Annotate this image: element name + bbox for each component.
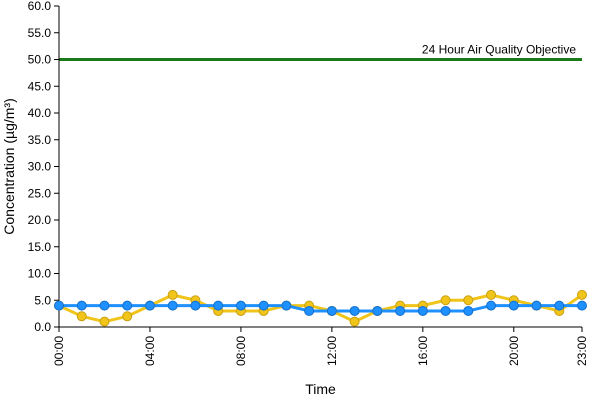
series-2-point — [167, 300, 178, 311]
series-1-point — [99, 316, 110, 327]
series-2-point — [349, 305, 360, 316]
series-1-point — [76, 311, 87, 322]
series-2-point — [372, 305, 383, 316]
series-2-point — [258, 300, 269, 311]
series-1-point — [122, 311, 133, 322]
series-2-point — [554, 300, 565, 311]
y-axis-title: Concentration (µg/m³) — [1, 98, 17, 234]
series-1-point — [349, 316, 360, 327]
series-1-point — [440, 295, 451, 306]
y-tick-label: 10.0 — [28, 267, 52, 281]
series-1-point — [167, 289, 178, 300]
label-layer: 0.0 5.0 10.0 15.0 20.0 25.0 30.0 35.0 40.0 45.0 50… — [28, 0, 589, 366]
x-tick-label: 04:00 — [143, 336, 157, 366]
series-2-point — [122, 300, 133, 311]
y-tick-label: 55.0 — [28, 26, 52, 40]
series-2-point — [190, 300, 201, 311]
y-tick-label: 60.0 — [28, 0, 52, 13]
series-2-point — [486, 300, 497, 311]
series-2-point — [99, 300, 110, 311]
series-layer — [54, 289, 587, 327]
axes-layer — [54, 5, 583, 332]
series-1-point — [486, 289, 497, 300]
series-2-point — [281, 300, 292, 311]
series-2-point — [417, 305, 428, 316]
series-2-point — [395, 305, 406, 316]
y-tick-label: 5.0 — [34, 293, 51, 307]
series-1-point — [577, 289, 587, 300]
x-tick-label: 23:00 — [575, 336, 589, 366]
series-2-point — [326, 305, 337, 316]
series-2-point — [440, 305, 451, 316]
x-tick-label: 16:00 — [416, 336, 430, 366]
x-tick-label: 00:00 — [52, 336, 66, 366]
series-2-point — [304, 305, 315, 316]
x-tick-label: 12:00 — [325, 336, 339, 366]
y-tick-label: 35.0 — [28, 133, 52, 147]
series-2-point — [144, 300, 155, 311]
x-axis-title: Time — [305, 381, 336, 397]
y-tick-label: 30.0 — [28, 160, 52, 174]
series-2-point — [577, 300, 587, 311]
series-2-point — [508, 300, 519, 311]
series-2-point — [54, 300, 64, 311]
x-tick-label: 08:00 — [234, 336, 248, 366]
series-2-point — [76, 300, 87, 311]
y-tick-label: 15.0 — [28, 240, 52, 254]
series-line-1 — [58, 293, 583, 324]
series-2-point — [235, 300, 246, 311]
y-tick-label: 50.0 — [28, 53, 52, 67]
y-tick-label: 25.0 — [28, 186, 52, 200]
series-2-point — [531, 300, 542, 311]
y-tick-label: 0.0 — [34, 320, 51, 334]
y-tick-label: 20.0 — [28, 213, 52, 227]
series-2-point — [213, 300, 224, 311]
series-1-point — [463, 295, 474, 306]
x-tick-label: 20:00 — [507, 336, 521, 366]
y-tick-label: 45.0 — [28, 79, 52, 93]
reference-line-label: 24 Hour Air Quality Objective — [422, 43, 576, 57]
y-tick-label: 40.0 — [28, 106, 52, 120]
series-2-point — [463, 305, 474, 316]
